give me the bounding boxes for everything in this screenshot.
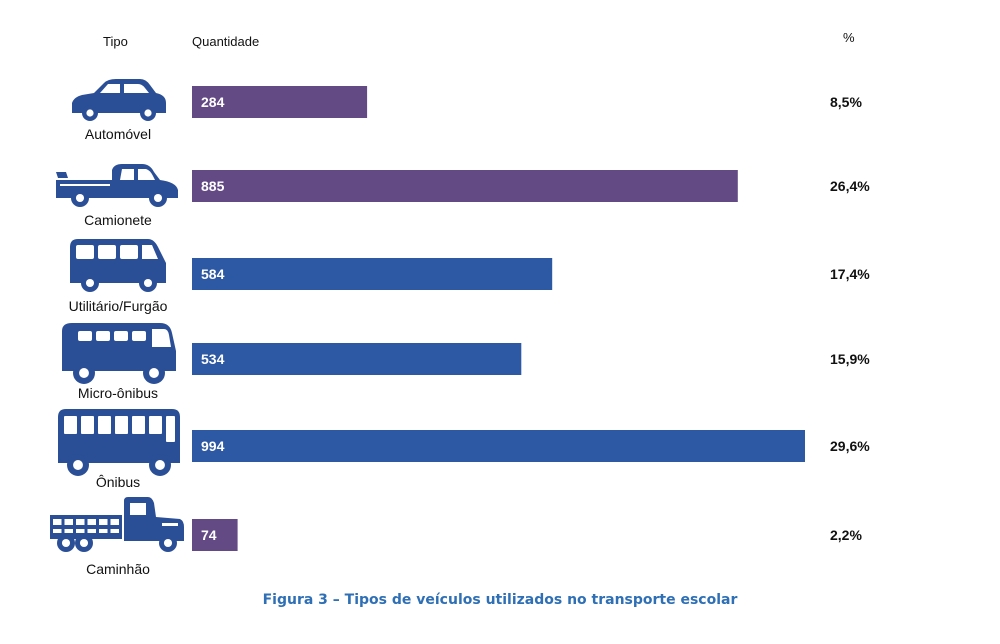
- bar-5: [192, 519, 238, 551]
- van-icon: [70, 239, 166, 292]
- bar-value-label: 885: [201, 178, 225, 194]
- header-tipo: Tipo: [103, 34, 128, 49]
- bar-value-label: 994: [201, 438, 225, 454]
- bar-chart: 284 8,5% Automóvel 885 26,4% Camionete 584 17,4…: [50, 79, 870, 577]
- bar-3: [192, 343, 522, 375]
- truck-icon: [50, 497, 184, 552]
- bar-1: [192, 170, 738, 202]
- bus-icon: [58, 409, 180, 476]
- percent-label: 17,4%: [830, 266, 870, 282]
- bar-value-label: 284: [201, 94, 225, 110]
- figure-caption: Figura 3 – Tipos de veículos utilizados …: [262, 592, 738, 608]
- category-label: Caminhão: [86, 561, 150, 577]
- bar-value-label: 534: [201, 351, 225, 367]
- minibus-icon: [62, 323, 176, 384]
- header-quantidade: Quantidade: [192, 34, 260, 49]
- header-percent: %: [843, 30, 855, 45]
- category-label: Ônibus: [96, 474, 140, 490]
- pickup-truck-icon: [56, 164, 178, 207]
- bar-4: [192, 430, 805, 462]
- bar-2: [192, 258, 553, 290]
- category-label: Utilitário/Furgão: [69, 298, 168, 314]
- percent-label: 26,4%: [830, 178, 870, 194]
- percent-label: 15,9%: [830, 351, 870, 367]
- percent-label: 29,6%: [830, 438, 870, 454]
- category-label: Camionete: [84, 212, 152, 228]
- percent-label: 2,2%: [830, 527, 862, 543]
- category-label: Automóvel: [85, 126, 151, 142]
- category-label: Micro-ônibus: [78, 385, 158, 401]
- car-icon: [72, 79, 166, 121]
- bar-value-label: 584: [201, 266, 225, 282]
- percent-label: 8,5%: [830, 94, 862, 110]
- bar-0: [192, 86, 368, 118]
- bar-value-label: 74: [201, 527, 217, 543]
